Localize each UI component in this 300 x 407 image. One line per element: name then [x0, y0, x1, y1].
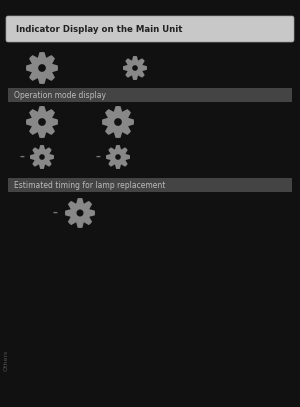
Text: –: – [52, 208, 57, 218]
Polygon shape [123, 56, 147, 80]
Bar [8, 88, 292, 102]
Polygon shape [26, 106, 58, 138]
Text: Indicator Display on the Main Unit: Indicator Display on the Main Unit [16, 24, 182, 33]
Text: Estimated timing for lamp replacement: Estimated timing for lamp replacement [14, 180, 165, 190]
Polygon shape [115, 154, 121, 160]
Polygon shape [39, 154, 45, 160]
Polygon shape [65, 198, 95, 228]
Text: Others: Others [4, 349, 8, 371]
Polygon shape [106, 145, 130, 169]
Polygon shape [132, 65, 138, 71]
Text: –: – [20, 152, 24, 162]
Text: Operation mode display: Operation mode display [14, 90, 106, 99]
Polygon shape [30, 145, 54, 169]
Polygon shape [38, 118, 46, 126]
Polygon shape [114, 118, 122, 126]
Polygon shape [76, 210, 83, 217]
Polygon shape [38, 64, 46, 72]
Text: –: – [96, 152, 100, 162]
Polygon shape [26, 52, 58, 84]
FancyBboxPatch shape [6, 16, 294, 42]
Polygon shape [102, 106, 134, 138]
Bar [8, 178, 292, 192]
